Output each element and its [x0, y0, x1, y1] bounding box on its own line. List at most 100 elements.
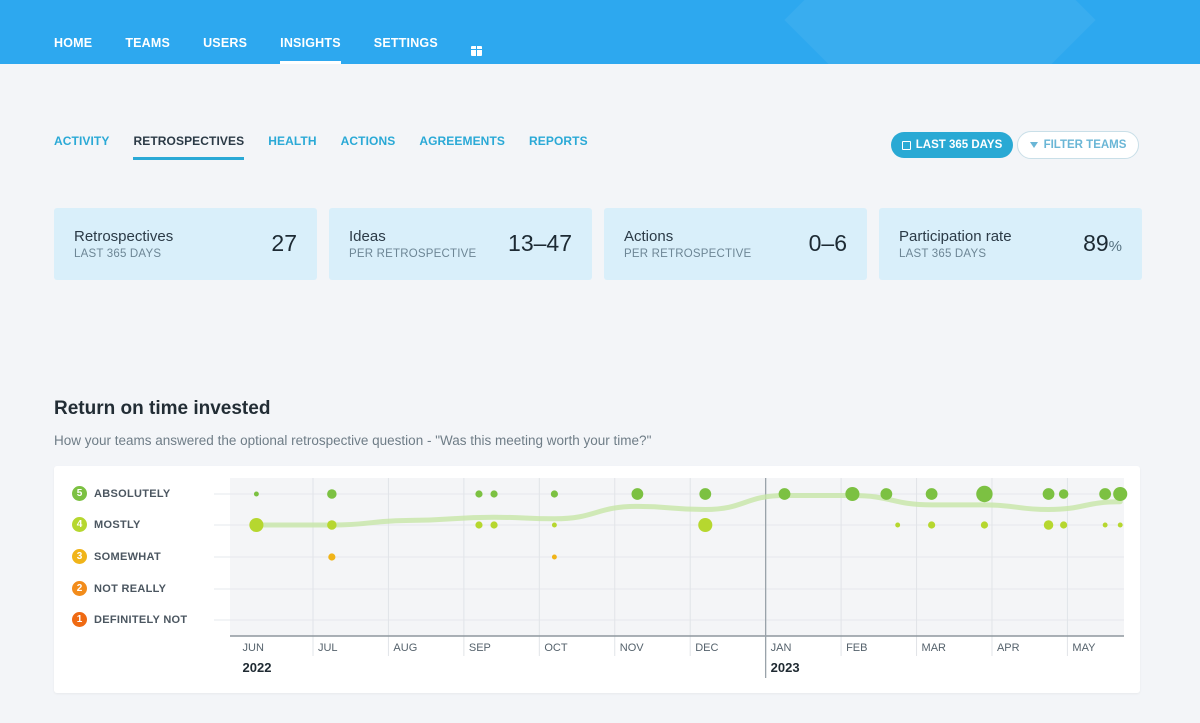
calendar-icon	[901, 140, 911, 150]
x-tick-label: JAN	[771, 642, 792, 654]
response-dot	[249, 517, 264, 533]
response-dot	[980, 521, 989, 529]
nav-teams[interactable]: TEAMS	[125, 36, 171, 50]
x-tick-label: SEP	[469, 642, 491, 654]
tab-retrospectives[interactable]: RETROSPECTIVES	[133, 134, 244, 160]
legend-label: SOMEWHAT	[94, 550, 161, 563]
stat-card-ideas: Ideas PER RETROSPECTIVE 13–47	[329, 208, 592, 280]
nav-users[interactable]: USERS	[203, 36, 248, 50]
response-dot	[928, 521, 936, 529]
stat-card-participation: Participation rate LAST 365 DAYS 89%	[879, 208, 1142, 280]
stat-cards: Retrospectives LAST 365 DAYS 27 Ideas PE…	[54, 208, 1154, 280]
stat-subtitle: PER RETROSPECTIVE	[624, 248, 752, 260]
nav-home[interactable]: HOME	[54, 36, 93, 50]
x-tick-label: DEC	[695, 642, 718, 654]
x-tick-label: MAR	[922, 642, 947, 654]
response-dot	[1099, 488, 1112, 500]
response-dot	[551, 522, 557, 528]
date-range-button[interactable]: LAST 365 DAYS	[891, 132, 1013, 158]
nav-insights[interactable]: INSIGHTS	[280, 0, 341, 64]
stat-value: 0–6	[808, 230, 847, 256]
trend-line	[253, 493, 1123, 528]
response-dot	[1060, 521, 1068, 529]
response-dot	[1043, 520, 1054, 530]
response-dot	[1113, 486, 1128, 502]
stat-value: 27	[271, 230, 297, 256]
main-nav: HOME TEAMS USERS INSIGHTS SETTINGS	[54, 0, 482, 64]
response-dot	[328, 553, 336, 561]
header-decoration	[784, 0, 1096, 64]
stat-title: Actions	[624, 228, 674, 245]
date-range-label: LAST 365 DAYS	[915, 139, 1003, 151]
section-title: Return on time invested	[54, 398, 271, 419]
response-dot	[327, 489, 337, 499]
legend-item: 4 MOSTLY	[72, 517, 141, 532]
stat-title: Retrospectives	[74, 228, 174, 245]
response-dot	[1058, 489, 1069, 499]
response-dot	[475, 490, 483, 498]
section-subtitle: How your teams answered the optional ret…	[54, 433, 652, 448]
stat-subtitle: LAST 365 DAYS	[899, 248, 987, 260]
stat-card-retrospectives: Retrospectives LAST 365 DAYS 27	[54, 208, 317, 280]
stat-value: 13–47	[508, 230, 572, 256]
legend-score-badge: 2	[72, 581, 87, 596]
response-dot	[698, 517, 713, 533]
response-dot	[845, 486, 860, 502]
roti-chart-panel: JUN JUL AUG SEP OCT NOV DEC JAN FEB MAR APR MAY 2022…	[54, 466, 1140, 693]
legend-label: MOSTLY	[94, 518, 141, 531]
x-tick-label: MAY	[1072, 642, 1096, 654]
stat-card-actions: Actions PER RETROSPECTIVE 0–6	[604, 208, 867, 280]
roti-chart: JUN JUL AUG SEP OCT NOV DEC JAN FEB MAR APR MAY 2022…	[214, 478, 1128, 678]
legend-score-badge: 1	[72, 612, 87, 627]
legend-score-badge: 5	[72, 486, 87, 501]
x-tick-label: NOV	[620, 642, 645, 654]
x-tick-label: AUG	[393, 642, 417, 654]
nav-settings[interactable]: SETTINGS	[373, 36, 438, 50]
x-tick-label: OCT	[544, 642, 568, 654]
legend-item: 5 ABSOLUTELY	[72, 486, 171, 501]
response-dot	[778, 488, 791, 500]
response-dot	[699, 488, 712, 500]
stat-title: Participation rate	[899, 228, 1012, 245]
response-dot	[551, 554, 557, 560]
tab-actions[interactable]: ACTIONS	[340, 134, 396, 148]
legend-item: 1 DEFINITELY NOT	[72, 612, 187, 627]
tab-agreements[interactable]: AGREEMENTS	[419, 134, 505, 148]
legend-score-badge: 3	[72, 549, 87, 564]
stat-subtitle: PER RETROSPECTIVE	[349, 248, 477, 260]
x-tick-label: JUN	[243, 642, 264, 654]
response-dot	[1117, 522, 1123, 528]
tab-reports[interactable]: REPORTS	[529, 134, 588, 148]
x-tick-label: APR	[997, 642, 1020, 654]
year-label: 2023	[771, 660, 800, 675]
tab-health[interactable]: HEALTH	[268, 134, 317, 148]
top-bar: HOME TEAMS USERS INSIGHTS SETTINGS	[0, 0, 1200, 64]
stat-title: Ideas	[349, 228, 386, 245]
legend-label: DEFINITELY NOT	[94, 613, 188, 626]
stat-subtitle: LAST 365 DAYS	[74, 248, 162, 260]
response-dot	[895, 522, 901, 528]
legend-label: ABSOLUTELY	[94, 487, 171, 500]
insights-tabs: ACTIVITY RETROSPECTIVES HEALTH ACTIONS A…	[54, 134, 612, 160]
response-dot	[253, 491, 259, 497]
legend-item: 2 NOT REALLY	[72, 581, 166, 596]
response-dot	[327, 520, 337, 530]
response-dot	[631, 488, 644, 500]
response-dot	[976, 485, 993, 503]
x-tick-label: FEB	[846, 642, 867, 654]
response-dot	[490, 521, 498, 529]
response-dot	[490, 490, 498, 498]
year-label: 2022	[243, 660, 272, 675]
response-dot	[550, 490, 559, 498]
filter-icon	[1029, 142, 1038, 148]
stat-value: 89%	[1083, 230, 1122, 256]
response-dot	[925, 488, 938, 500]
filter-teams-button[interactable]: FILTER TEAMS	[1017, 131, 1139, 159]
response-dot	[1042, 488, 1055, 500]
legend-item: 3 SOMEWHAT	[72, 549, 161, 564]
filter-teams-label: FILTER TEAMS	[1043, 139, 1127, 151]
legend-label: NOT REALLY	[94, 582, 167, 595]
gift-icon[interactable]	[470, 46, 482, 56]
tab-activity[interactable]: ACTIVITY	[54, 134, 110, 148]
response-dot	[475, 521, 483, 529]
